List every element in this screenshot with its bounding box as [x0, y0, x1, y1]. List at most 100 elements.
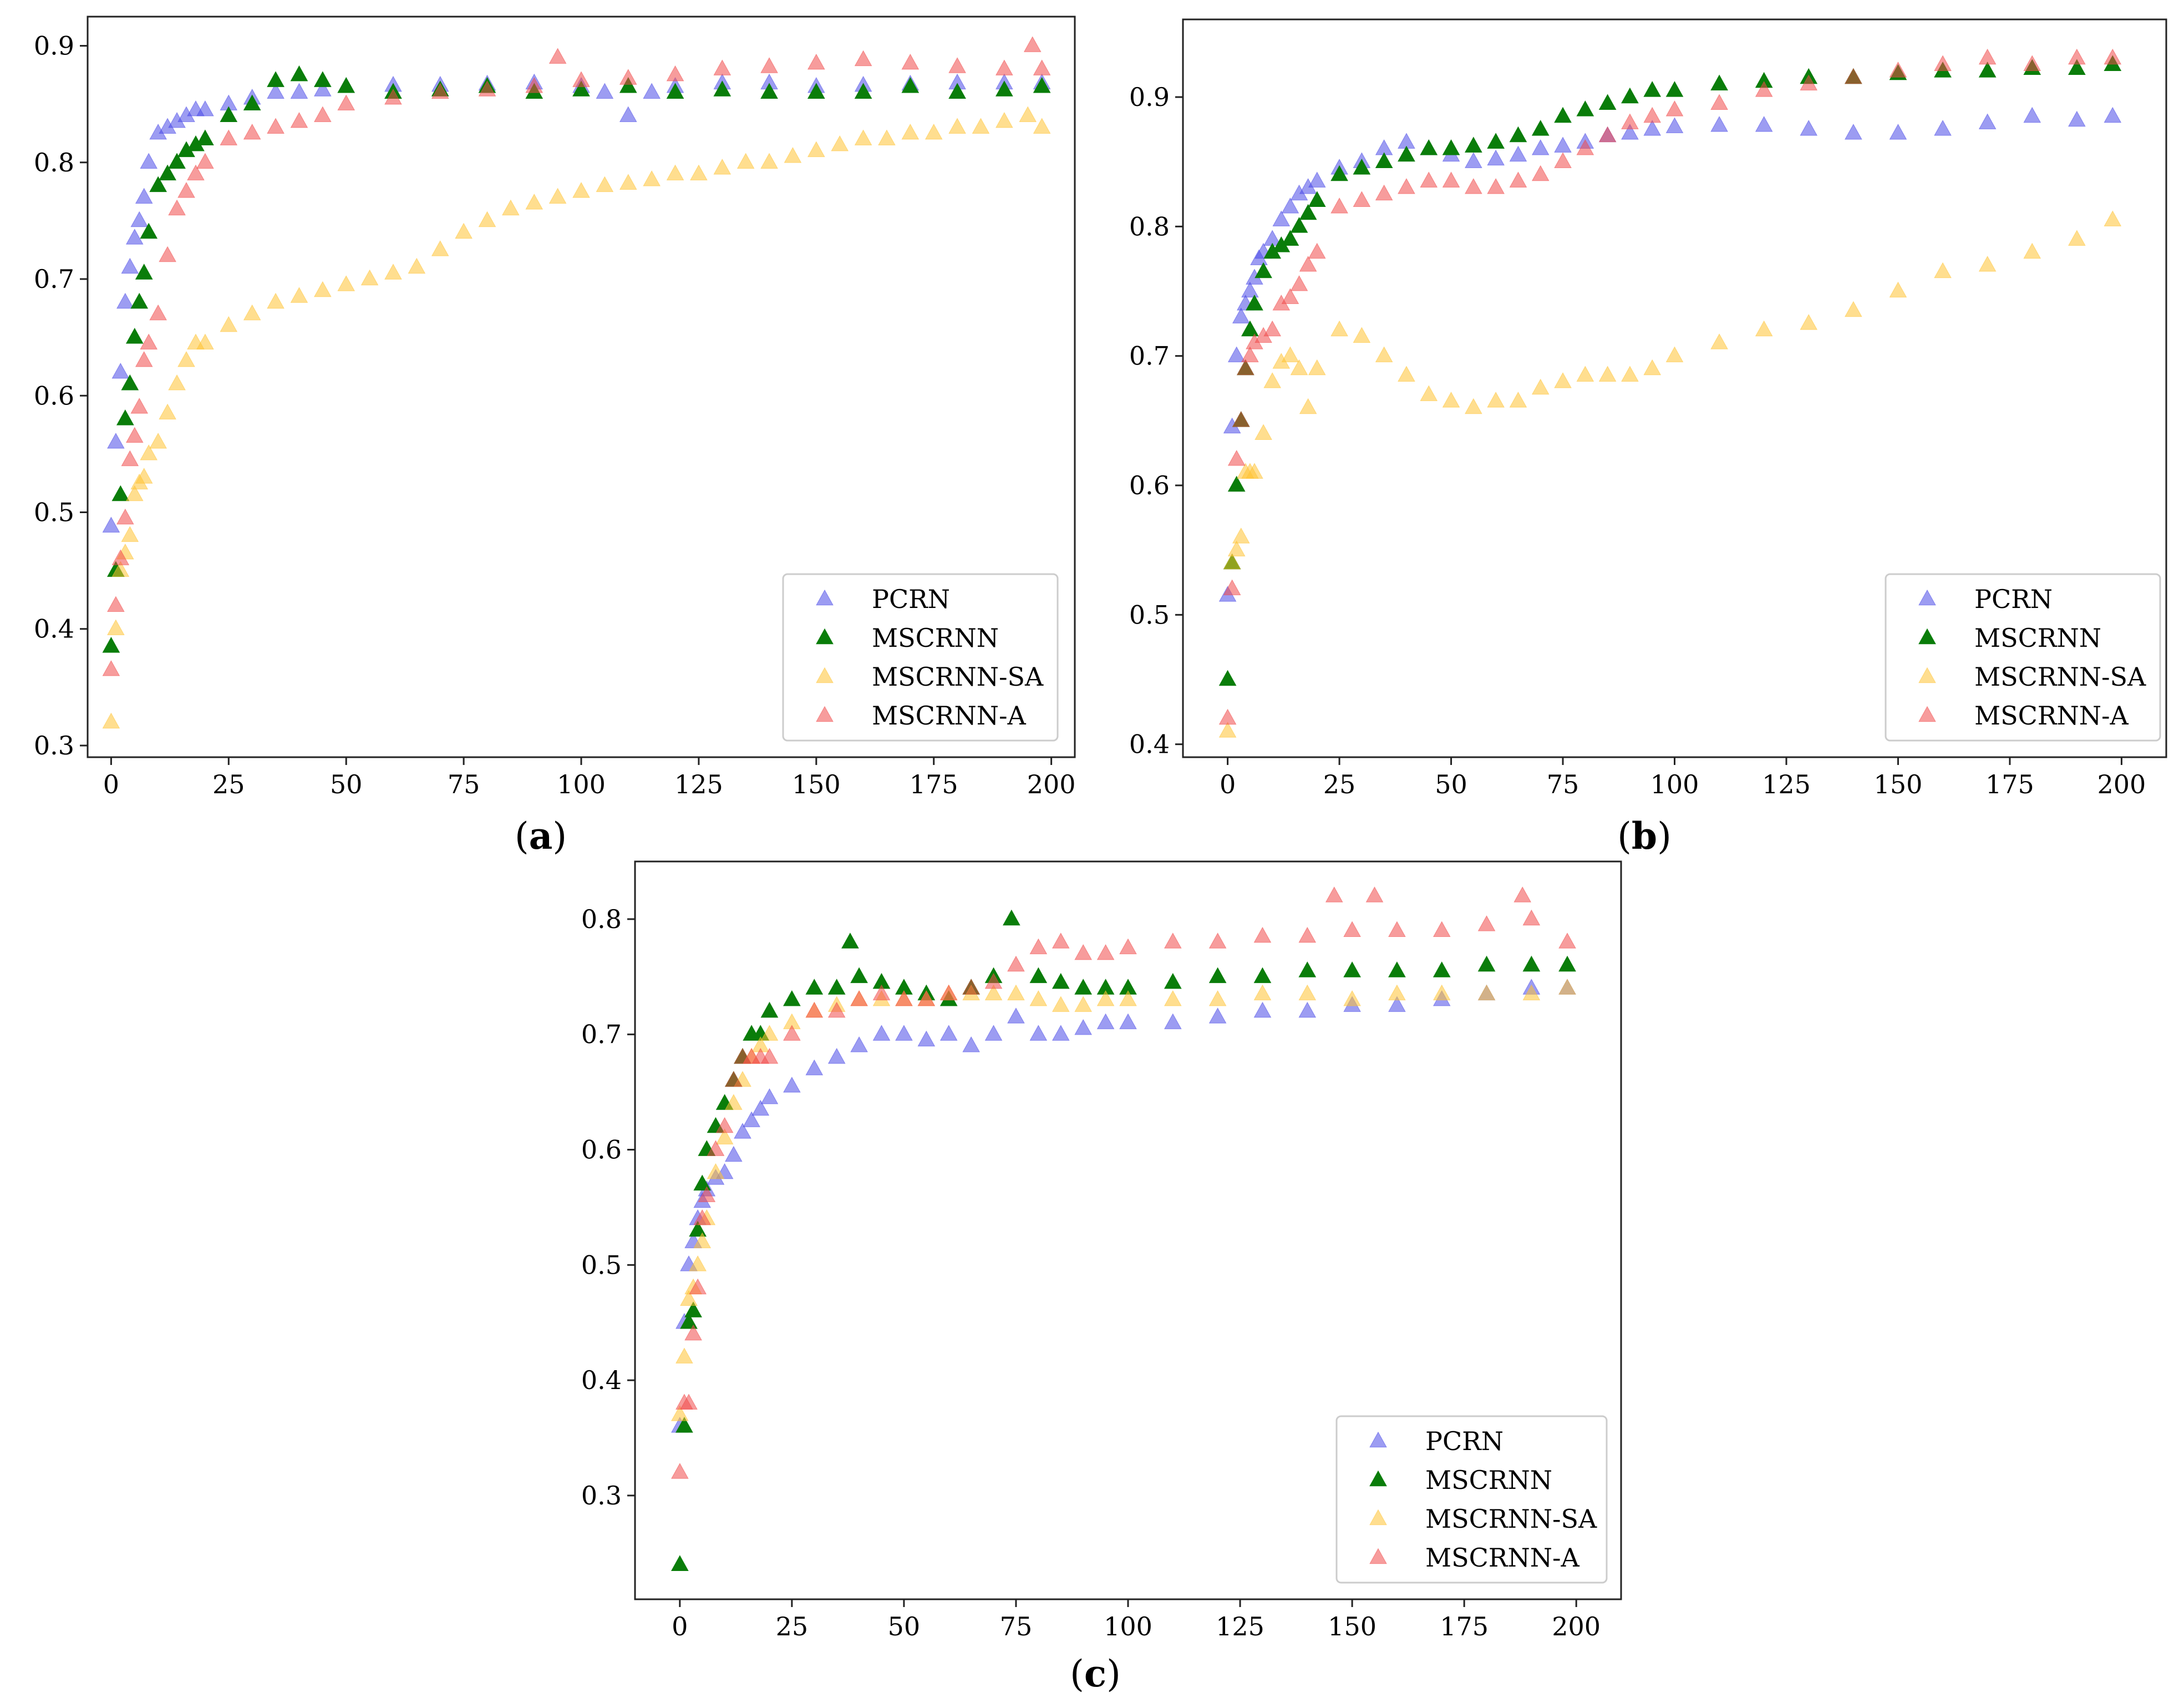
point-b-mscrnn-sa-31: [1755, 320, 1773, 337]
point-b-mscrnn-sa-30: [1710, 333, 1728, 349]
xtick-label-c-5: 125: [1216, 1611, 1264, 1641]
ytick-label-a-3: 0.6: [34, 381, 74, 410]
point-a-mscrnn-8: [140, 222, 158, 239]
point-a-mscrnn-a-28: [666, 65, 684, 82]
point-b-mscrnn-21: [1487, 133, 1505, 149]
point-a-mscrnn-3: [116, 409, 134, 425]
point-a-mscrnn-sa-42: [854, 129, 872, 146]
point-a-mscrnn-a-6: [130, 398, 149, 414]
point-c-mscrnn-a-14: [783, 1025, 801, 1041]
caption-b: (b): [1617, 814, 1672, 858]
point-b-mscrnn-a-20: [1464, 178, 1482, 194]
point-b-mscrnn-a-27: [1621, 113, 1639, 129]
point-c-mscrnn-a-22: [962, 979, 980, 995]
point-a-mscrnn-sa-44: [901, 124, 920, 140]
xtick-label-b-6: 150: [1874, 769, 1923, 799]
point-c-pcrn-9: [724, 1146, 743, 1162]
xtick-label-b-7: 175: [1985, 769, 2034, 799]
ytick-label-b-4: 0.8: [1129, 211, 1170, 241]
ytick-label-b-3: 0.7: [1129, 341, 1170, 371]
point-c-mscrnn-a-27: [1074, 944, 1093, 960]
point-b-mscrnn-28: [1643, 81, 1662, 97]
point-b-pcrn-24: [1531, 139, 1550, 155]
point-b-mscrnn-16: [1375, 152, 1393, 168]
point-b-mscrnn-10: [1281, 230, 1299, 246]
point-b-mscrnn-a-2: [1227, 450, 1246, 466]
point-a-pcrn-4: [121, 257, 139, 274]
point-c-mscrnn-33: [1253, 967, 1272, 984]
point-c-pcrn-17: [850, 1036, 868, 1052]
point-a-mscrnn-2: [111, 485, 130, 501]
legend-marker-c-mscrnn-a: [1369, 1548, 1387, 1564]
point-c-pcrn-31: [1208, 1007, 1227, 1023]
point-c-mscrnn-17: [841, 932, 859, 949]
point-c-mscrnn-36: [1388, 961, 1406, 977]
point-b-pcrn-5: [1241, 281, 1259, 298]
point-a-mscrnn-sa-4: [121, 526, 139, 542]
point-a-pcrn-0: [102, 516, 120, 533]
legend-box-a: [782, 573, 1059, 742]
ytick-label-b-5: 0.9: [1129, 82, 1170, 112]
point-b-mscrnn-sa-20: [1464, 398, 1482, 414]
xtick-label-b-1: 25: [1323, 769, 1356, 799]
ytick-label-c-5: 0.8: [581, 904, 622, 934]
xtick-label-a-4: 100: [557, 769, 606, 799]
point-b-mscrnn-a-19: [1442, 171, 1460, 187]
point-c-pcrn-25: [1029, 1025, 1048, 1041]
point-b-mscrnn-sa-8: [1263, 372, 1282, 388]
point-c-mscrnn-a-42: [1558, 932, 1576, 949]
point-b-mscrnn-18: [1420, 139, 1438, 155]
point-b-mscrnn-sa-0: [1218, 722, 1237, 738]
point-c-mscrnn-sa-28: [1096, 990, 1115, 1006]
point-b-mscrnn-a-16: [1375, 184, 1393, 201]
point-a-mscrnn-33: [948, 83, 966, 99]
point-c-mscrnn-sa-31: [1208, 990, 1227, 1006]
point-b-mscrnn-a-26: [1598, 126, 1617, 143]
legend-b: PCRN MSCRNN MSCRNN-SA MSCRNN-A: [1885, 573, 2161, 742]
point-b-mscrnn-sa-25: [1576, 366, 1594, 382]
point-a-mscrnn-a-21: [384, 88, 402, 105]
ytick-label-c-1: 0.4: [581, 1365, 622, 1395]
point-b-mscrnn-24: [1554, 107, 1572, 123]
point-b-mscrnn-a-13: [1308, 242, 1326, 259]
point-b-mscrnn-sa-21: [1487, 392, 1505, 408]
legend-label-b-mscrnn-a: MSCRNN-A: [1974, 701, 2129, 731]
point-c-mscrnn-4: [689, 1220, 707, 1237]
point-a-mscrnn-a-4: [121, 450, 139, 467]
point-b-pcrn-37: [1978, 113, 1997, 129]
point-a-mscrnn-a-14: [196, 153, 214, 169]
point-a-pcrn-26: [596, 83, 614, 99]
point-c-mscrnn-sa-32: [1253, 984, 1272, 1001]
legend-marker-a-mscrnn-sa: [816, 667, 834, 683]
point-a-mscrnn-5: [125, 327, 144, 344]
point-a-mscrnn-a-16: [243, 124, 261, 140]
point-c-mscrnn-sa-8: [715, 1128, 734, 1145]
point-c-mscrnn-5: [693, 1174, 712, 1191]
point-b-mscrnn-a-36: [1978, 48, 1997, 65]
point-a-mscrnn-sa-40: [807, 141, 825, 158]
ytick-label-c-4: 0.7: [581, 1020, 622, 1050]
point-c-mscrnn-16: [827, 979, 846, 995]
xtick-label-c-1: 25: [776, 1611, 809, 1641]
point-b-mscrnn-sa-28: [1643, 359, 1662, 376]
point-c-pcrn-33: [1298, 1001, 1317, 1018]
point-a-mscrnn-sa-41: [831, 135, 849, 151]
point-b-mscrnn-sa-27: [1621, 366, 1639, 382]
point-b-mscrnn-a-35: [1934, 55, 1952, 71]
point-b-pcrn-21: [1464, 152, 1482, 168]
point-a-mscrnn-sa-36: [713, 159, 732, 175]
point-c-pcrn-16: [827, 1048, 846, 1064]
point-b-pcrn-40: [2104, 107, 2122, 123]
point-b-mscrnn-30: [1710, 74, 1728, 90]
point-b-pcrn-28: [1621, 124, 1639, 140]
point-c-pcrn-29: [1119, 1013, 1137, 1030]
x-axis-a: 0 25 50 75 100 125 150 175 200: [103, 757, 1076, 799]
point-c-mscrnn-35: [1343, 961, 1361, 977]
point-b-mscrnn-38: [2068, 59, 2086, 75]
y-axis-a: 0.3 0.4 0.5 0.6 0.7 0.8 0.9: [34, 31, 88, 761]
point-b-mscrnn-sa-10: [1281, 346, 1299, 362]
point-c-mscrnn-sa-39: [1558, 979, 1576, 995]
point-b-mscrnn-a-8: [1263, 320, 1282, 337]
point-b-mscrnn-sa-38: [2068, 230, 2086, 246]
